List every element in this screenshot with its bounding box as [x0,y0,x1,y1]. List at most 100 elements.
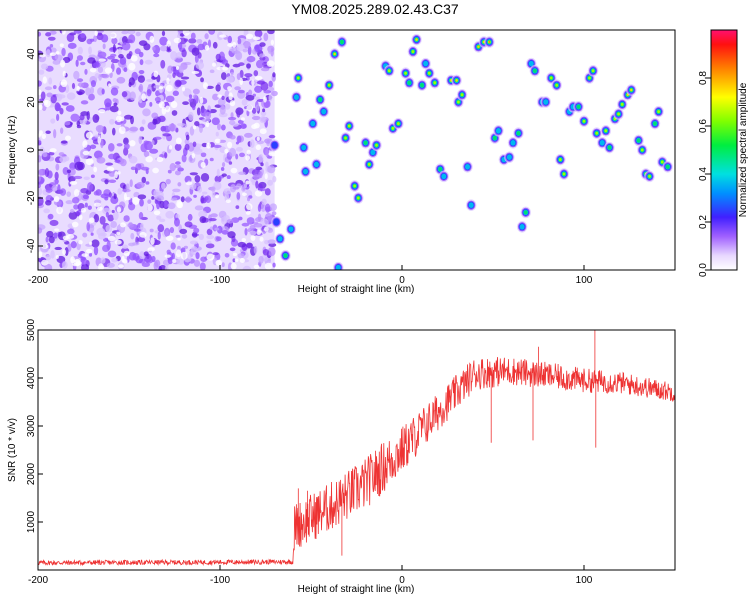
noise-speck [242,40,251,49]
noise-speck [69,208,75,213]
noise-speck [138,212,144,220]
noise-gap [80,207,87,213]
noise-speck [195,182,201,186]
noise-speck [111,127,116,136]
noise-speck [247,89,253,96]
noise-speck [128,51,133,57]
noise-speck [128,81,132,88]
noise-gap [98,263,104,270]
noise-speck [200,152,207,158]
noise-gap [165,235,174,241]
noise-speck [153,84,160,89]
noise-speck [234,86,241,91]
noise-gap [141,93,147,101]
noise-speck [172,72,176,78]
noise-gap [152,167,159,174]
y-tick-label: 4000 [26,366,37,389]
spectrogram-x-label: Height of straight line (km) [298,284,415,295]
noise-speck [228,161,233,165]
spectral-blob [613,108,624,120]
noise-speck [174,217,180,227]
noise-gap [246,203,253,211]
noise-speck [75,59,79,67]
noise-speck [258,171,263,179]
noise-speck [244,227,248,236]
y-tick-label: 2000 [26,462,37,485]
noise-speck [246,217,255,225]
noise-speck [113,193,117,200]
noise-speck [230,71,234,76]
noise-speck [246,55,256,63]
noise-speck [93,245,99,256]
noise-speck [195,252,200,260]
noise-speck [55,93,63,102]
noise-speck [181,154,187,163]
spectral-blob [626,84,637,96]
noise-speck [193,259,201,267]
noise-speck [141,176,147,184]
noise-gap [98,58,107,62]
noise-gap [73,258,81,267]
noise-speck [82,232,88,238]
noise-speck [47,36,56,41]
noise-gap [256,136,260,141]
noise-speck [137,194,147,200]
spectral-blob [353,192,364,204]
noise-speck [45,236,49,243]
noise-speck [65,105,75,112]
noise-speck [267,227,274,233]
noise-speck [159,36,168,46]
noise-speck [97,51,107,59]
noise-speck [258,187,267,192]
noise-speck [121,41,131,51]
noise-gap [239,257,245,263]
noise-gap [38,133,42,137]
noise-gap [81,253,88,257]
noise-speck [66,92,76,100]
noise-speck [227,231,236,239]
noise-speck [192,88,200,95]
noise-speck [255,59,264,69]
noise-gap [191,153,196,159]
noise-speck [153,53,160,58]
noise-speck [60,140,68,144]
noise-speck [116,67,122,75]
noise-speck [101,73,110,79]
noise-speck [193,148,203,155]
spectral-blob [558,168,570,180]
noise-speck [193,227,200,234]
spectral-blob [329,48,340,60]
noise-speck [74,161,84,171]
noise-gap [82,150,90,156]
noise-speck [191,47,200,56]
noise-speck [95,60,100,67]
page-title: YM08.2025.289.02.43.C37 [291,1,459,17]
x-tick-label: 100 [576,575,593,586]
noise-gap [225,199,231,204]
noise-speck [73,30,82,34]
noise-speck [119,56,127,65]
noise-speck [153,136,162,140]
noise-speck [112,44,116,53]
noise-speck [237,241,247,248]
noise-gap [55,51,60,55]
noise-gap [96,206,103,211]
noise-speck [50,250,55,259]
snr-y-label: SNR (10 * v/v) [7,418,18,482]
noise-gap [118,117,125,122]
noise-speck [257,213,262,222]
noise-gap [185,181,193,186]
noise-gap [256,229,262,235]
noise-speck [170,50,178,61]
spectral-blob [529,65,541,77]
noise-gap [49,52,57,56]
noise-speck [90,80,97,88]
noise-speck [45,49,51,58]
noise-speck [55,104,62,111]
noise-speck [59,127,64,134]
noise-speck [253,245,258,255]
noise-speck [147,199,152,204]
noise-speck [45,32,52,37]
x-tick-label: 0 [399,275,405,286]
noise-speck [221,230,229,235]
